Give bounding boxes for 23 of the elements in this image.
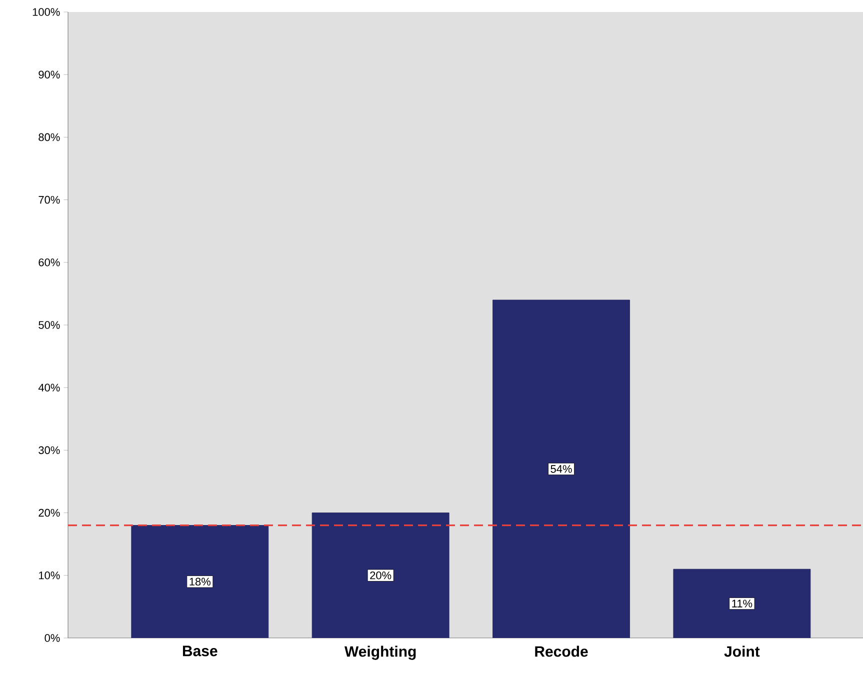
data-label: 54% [550,465,572,473]
bar [131,525,269,638]
x-tick-label: Weighting [344,646,416,660]
y-tick-label: 50% [38,321,60,329]
y-tick-label: 20% [38,508,60,517]
bar [673,568,811,638]
y-tick-label: 10% [39,572,60,580]
x-tick-label: Joint [724,646,760,657]
bar [492,300,630,638]
x-tick-label: Base [182,646,218,656]
bar [312,512,450,638]
data-label: 11% [732,600,752,608]
y-tick-label: 70% [38,196,60,204]
y-tick-label: 60% [38,258,60,266]
y-tick-label: 90% [38,70,60,78]
y-tick-label: 100% [32,8,60,16]
data-label: 18% [190,578,211,586]
y-tick-label: 80% [38,133,60,142]
x-tick-label: Recode [535,646,588,657]
y-tick-label: 30% [38,446,60,454]
data-label: 20% [370,572,392,580]
y-tick-label: 40% [38,384,60,392]
y-tick-label: 0% [44,634,60,642]
